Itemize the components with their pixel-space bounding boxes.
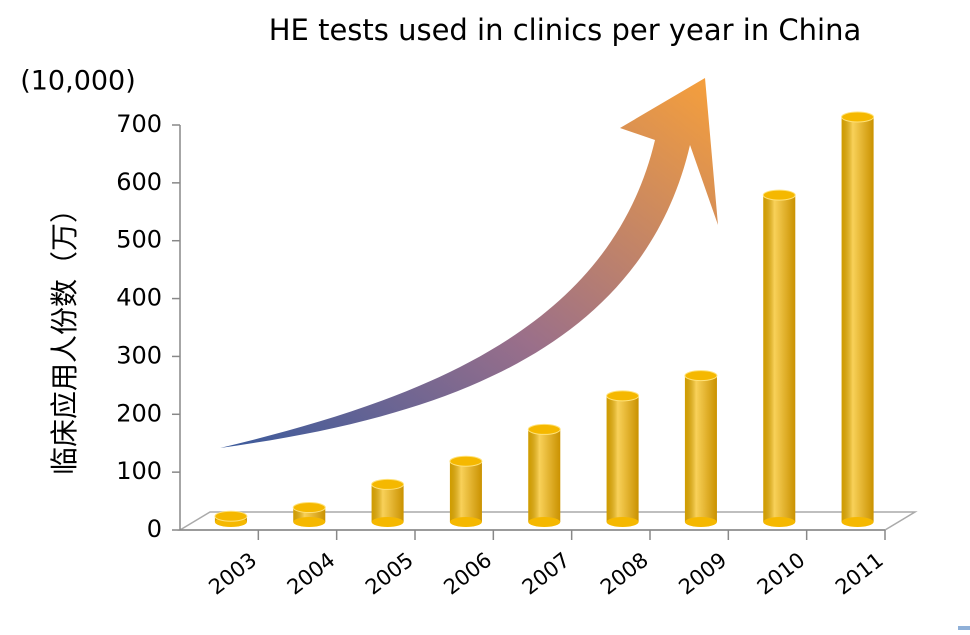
bar-base [293, 517, 326, 527]
y-tick-label: 0 [147, 515, 162, 543]
bar-base [841, 517, 874, 527]
corner-mark [958, 626, 970, 630]
bar-base [528, 517, 561, 527]
x-tick-label: 2011 [831, 548, 888, 600]
bar-shade [606, 395, 639, 522]
bar-top [214, 510, 248, 522]
bar-base [449, 517, 482, 527]
bar-base [684, 517, 717, 527]
x-tick-label: 2005 [361, 548, 418, 600]
bar-shade [371, 484, 404, 522]
x-tick-label: 2007 [518, 548, 575, 600]
y-tick-label: 500 [116, 226, 162, 254]
y-tick-label: 600 [116, 168, 162, 196]
y-axis-label: 临床应用人份数（万） [48, 195, 81, 475]
bar-shade [841, 117, 874, 522]
x-tick-label: 2010 [753, 548, 810, 600]
x-tick-label: 2009 [674, 548, 731, 600]
bar-shade [763, 195, 796, 522]
bar-shade [684, 375, 717, 522]
chart-title: HE tests used in clinics per year in Chi… [269, 13, 862, 47]
bar-base [763, 517, 796, 527]
bar-base [606, 517, 639, 527]
x-tick-label: 2004 [283, 548, 340, 600]
unit-label: (10,000) [20, 66, 136, 97]
bar-top [606, 390, 640, 402]
y-tick-label: 700 [116, 110, 162, 138]
x-tick-label: 2008 [596, 548, 653, 600]
bar-top [762, 189, 796, 201]
bar-top [371, 478, 405, 490]
x-tick-label: 2003 [204, 548, 261, 600]
bar-top [841, 111, 875, 123]
plot-area: 0 100 200 300 400 500 600 700 2003 2004 2005 2006 20… [116, 110, 888, 600]
growth-arrow [220, 78, 718, 448]
y-tick-label: 300 [116, 341, 162, 369]
y-tick-label: 400 [116, 284, 162, 312]
bar-top [292, 502, 326, 514]
y-tick-label: 200 [116, 399, 162, 427]
bar-top [527, 423, 561, 435]
bar-top [449, 455, 483, 467]
bar-top [684, 370, 718, 382]
bar-shade [528, 429, 561, 522]
x-tick-label: 2006 [439, 548, 496, 600]
bar-shade [449, 461, 482, 522]
bar-base [371, 517, 404, 527]
y-tick-label: 100 [116, 457, 162, 485]
